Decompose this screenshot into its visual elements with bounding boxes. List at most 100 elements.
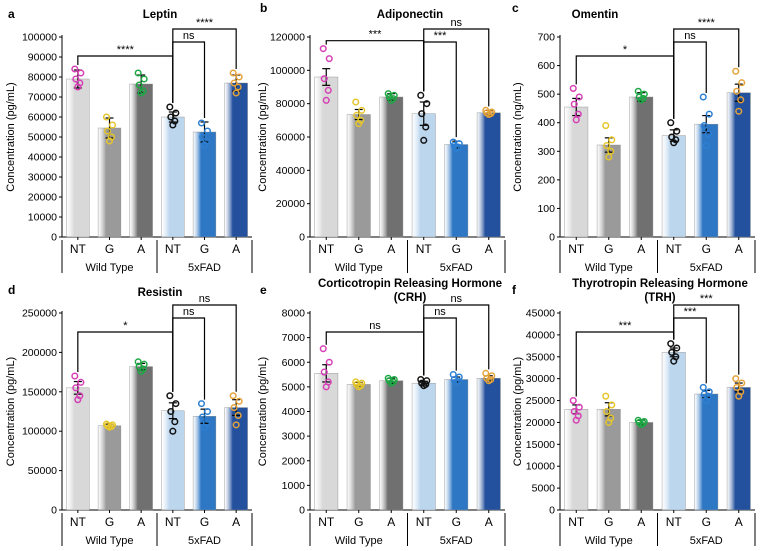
x-tick-label: A xyxy=(485,242,493,256)
bar-3 xyxy=(161,116,185,238)
bar-4 xyxy=(694,393,719,511)
significance-bracket xyxy=(325,40,425,92)
data-point xyxy=(735,107,743,115)
data-point xyxy=(737,96,745,104)
data-point xyxy=(608,401,616,409)
data-point xyxy=(702,397,710,405)
y-tick-label: 25000 xyxy=(526,395,555,407)
group-label-wild-type: Wild Type xyxy=(585,535,633,547)
bar-4 xyxy=(694,123,719,238)
data-point xyxy=(77,378,85,386)
chart-title: Leptin xyxy=(143,9,178,21)
y-tick-label: 0 xyxy=(549,505,555,517)
data-point xyxy=(103,127,112,135)
chart-subtitle: (TRH) xyxy=(644,292,675,304)
significance-bracket xyxy=(77,331,174,392)
data-point xyxy=(738,79,746,87)
group-label-5xfad: 5xFAD xyxy=(440,535,473,547)
panel-c: c Omentin Concentration (ng/mL) 0 100 200 300 4… xyxy=(512,1,756,274)
group-label-wild-type: Wild Type xyxy=(585,262,633,274)
data-point xyxy=(637,421,645,429)
data-point xyxy=(324,86,332,94)
bar-1 xyxy=(596,144,621,238)
data-point xyxy=(602,392,610,400)
data-point xyxy=(140,75,148,83)
data-point xyxy=(167,407,175,416)
chart-title: Adiponectin xyxy=(377,9,443,21)
data-point xyxy=(384,90,392,98)
significance-bracket xyxy=(673,304,740,375)
significance-label: *** xyxy=(700,293,714,305)
data-point xyxy=(102,113,111,121)
data-point xyxy=(637,96,645,104)
x-tick-label: G xyxy=(105,515,114,529)
y-tick-label: 60000 xyxy=(28,112,57,124)
bar-0 xyxy=(564,106,589,238)
x-tick-label: NT xyxy=(568,515,585,529)
y-axis-label: Concentration (pg/mL) xyxy=(5,82,17,191)
significance-label: ns xyxy=(183,30,195,42)
bar-2 xyxy=(379,380,404,511)
data-point xyxy=(452,378,460,386)
y-tick-label: 20000 xyxy=(526,417,555,429)
x-tick-label: A xyxy=(735,242,743,256)
data-point xyxy=(229,69,237,77)
data-point xyxy=(322,383,330,391)
data-point xyxy=(423,100,431,108)
data-point xyxy=(667,340,675,348)
data-point xyxy=(77,69,85,77)
y-tick-label: 120000 xyxy=(270,32,305,44)
data-point xyxy=(320,368,328,376)
group-label-5xfad: 5xFAD xyxy=(188,262,221,274)
significance-bracket xyxy=(172,41,206,118)
y-tick-label: 5000 xyxy=(532,483,556,495)
bar-2 xyxy=(629,96,654,238)
x-tick-label: NT xyxy=(318,242,335,256)
data-point xyxy=(230,79,238,87)
data-point xyxy=(198,413,207,421)
data-point xyxy=(732,67,740,75)
y-tick-label: 80000 xyxy=(276,98,305,110)
y-axis-label: Concentration (pg/mL) xyxy=(512,357,524,466)
data-point xyxy=(230,404,238,412)
significance-label: ns xyxy=(684,30,696,42)
data-point xyxy=(325,358,333,366)
significance-bracket xyxy=(673,41,707,119)
data-point xyxy=(325,55,333,63)
x-tick-label: NT xyxy=(416,515,433,529)
x-tick-label: NT xyxy=(666,515,683,529)
y-tick-label: 100 xyxy=(537,203,555,215)
y-tick-label: 40000 xyxy=(28,152,57,164)
data-point xyxy=(733,87,741,95)
y-tick-label: 8000 xyxy=(282,308,306,320)
x-tick-label: G xyxy=(200,515,209,529)
data-point xyxy=(353,111,361,119)
data-point xyxy=(417,91,425,99)
y-tick-label: 10000 xyxy=(28,212,57,224)
y-tick-label: 0 xyxy=(299,505,305,517)
y-tick-label: 0 xyxy=(299,232,305,244)
x-tick-label: A xyxy=(637,515,645,529)
data-point xyxy=(569,397,577,405)
y-tick-label: 1000 xyxy=(282,480,306,492)
x-tick-label: G xyxy=(702,242,711,256)
bar-1 xyxy=(97,425,122,511)
data-point xyxy=(603,142,611,150)
data-point xyxy=(387,96,395,104)
data-point xyxy=(72,384,80,392)
bar-0 xyxy=(314,373,339,511)
x-tick-label: A xyxy=(387,242,395,256)
data-point xyxy=(705,110,713,118)
panel-f: f Thyrotropin Releasing Hormone (TRH) Conce… xyxy=(512,278,756,547)
y-tick-label: 0 xyxy=(549,232,555,244)
chart-subtitle: (CRH) xyxy=(394,292,427,304)
significance-label: *** xyxy=(434,30,448,42)
data-point xyxy=(198,133,207,141)
data-point xyxy=(572,416,580,424)
y-tick-label: 150000 xyxy=(22,386,57,398)
x-tick-label: G xyxy=(702,515,711,529)
y-tick-label: 70000 xyxy=(28,92,57,104)
x-tick-label: A xyxy=(232,242,240,256)
y-tick-label: 100000 xyxy=(22,426,57,438)
